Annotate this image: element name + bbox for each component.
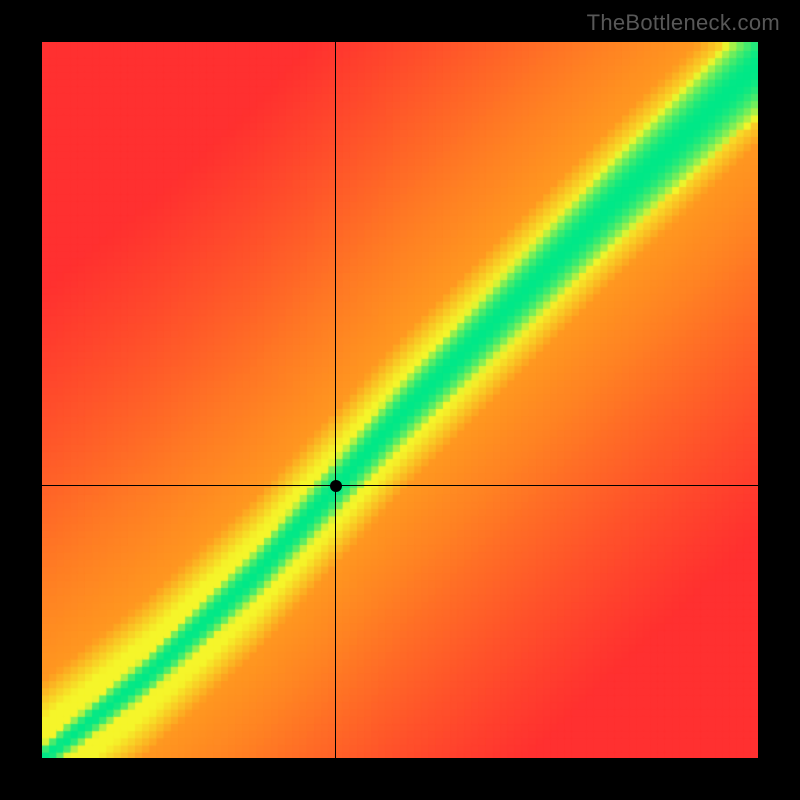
plot-area bbox=[42, 42, 758, 758]
heatmap-canvas bbox=[42, 42, 758, 758]
crosshair-horizontal bbox=[42, 485, 758, 486]
watermark-text: TheBottleneck.com bbox=[587, 10, 780, 36]
chart-container: TheBottleneck.com bbox=[0, 0, 800, 800]
crosshair-vertical bbox=[335, 42, 336, 758]
intersection-marker bbox=[330, 480, 342, 492]
